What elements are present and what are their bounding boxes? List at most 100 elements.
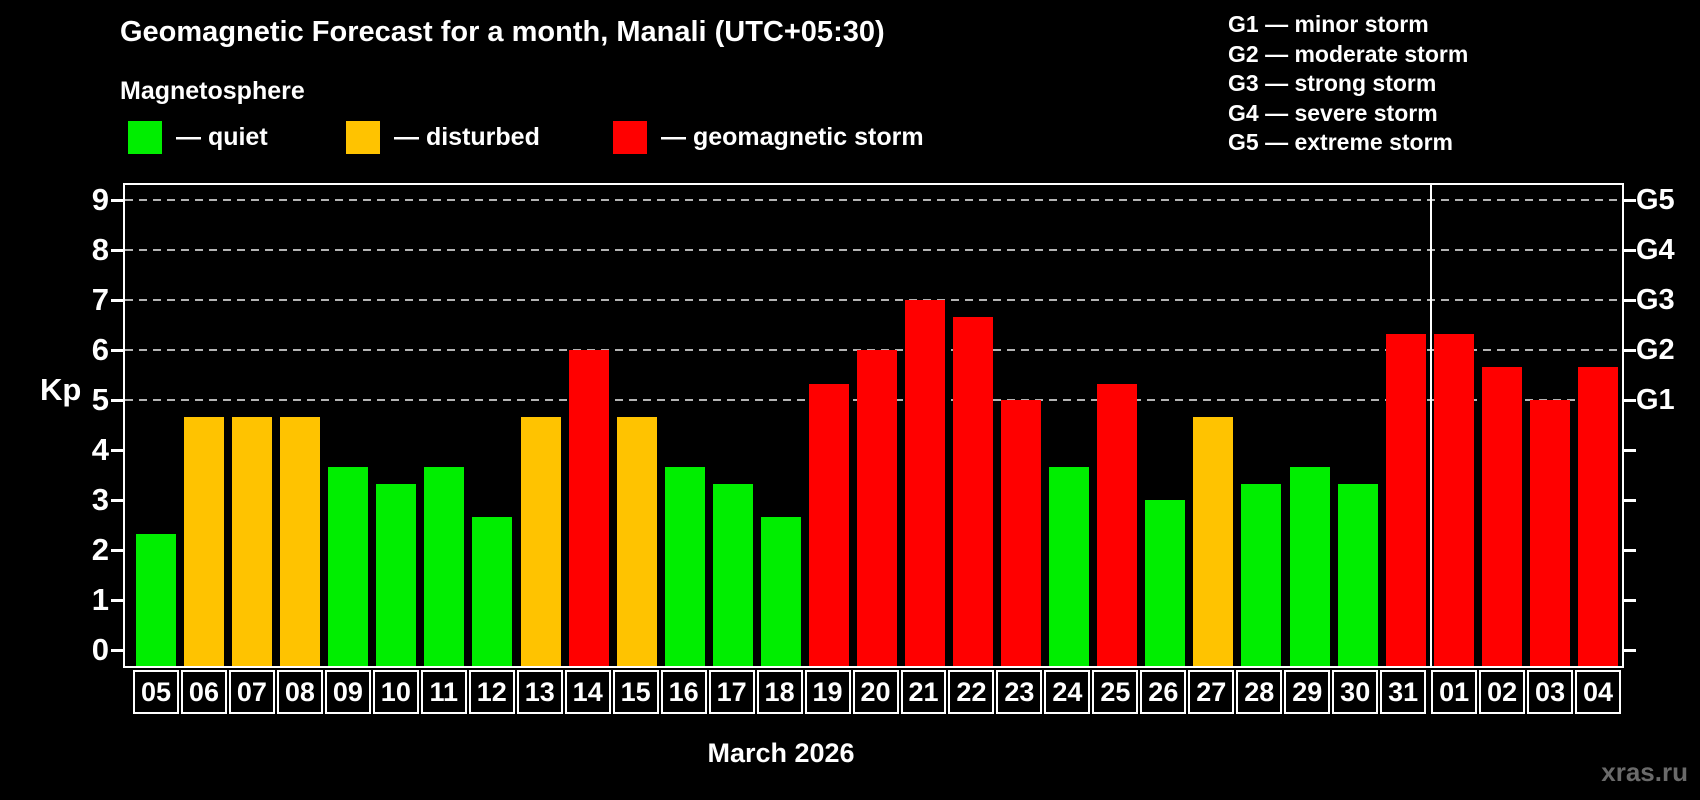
y-axis-tick-label: 0 [91, 632, 109, 667]
left-axis-tick [111, 598, 123, 602]
bar-slot [1430, 185, 1478, 666]
plot-area: 0 1 2 3 4 5 6 7 8 9 G1 G2 G3 G4 G5 [92, 182, 1675, 668]
kp-bar-16 [664, 466, 705, 666]
kp-bar-07 [232, 416, 273, 666]
gridline-kp7 [125, 299, 1622, 301]
bar-slot [1334, 185, 1382, 666]
magnetosphere-label: Magnetosphere [120, 77, 305, 105]
kp-bar-12 [472, 516, 513, 666]
kp-bar-11 [424, 466, 465, 666]
bar-slot [901, 185, 949, 666]
y-axis-tick-label: 4 [91, 432, 109, 467]
date-cell-06: 06 [180, 670, 227, 714]
kp-bar-20 [856, 350, 897, 666]
bar-slot [132, 185, 180, 666]
date-cell-24: 24 [1044, 670, 1091, 714]
quiet-color-swatch [128, 120, 162, 154]
kp-bar-21 [905, 300, 946, 666]
date-cell-23: 23 [996, 670, 1043, 714]
date-cell-25: 25 [1092, 670, 1139, 714]
bars-layer [132, 185, 1622, 666]
y-axis-tick-label: 8 [91, 232, 109, 267]
date-cell-29: 29 [1284, 670, 1331, 714]
bar-slot [1382, 185, 1430, 666]
date-cell-26: 26 [1140, 670, 1187, 714]
left-axis-tick [111, 398, 123, 402]
kp-bar-13 [520, 416, 561, 666]
right-axis-tick [1624, 448, 1636, 452]
right-axis-tick [1624, 498, 1636, 502]
kp-bar-06 [184, 416, 225, 666]
left-axis-tick [111, 548, 123, 552]
gridline-kp8 [125, 249, 1622, 251]
bar-slot [276, 185, 324, 666]
storm-scale-legend-line: G1 — minor storm [1228, 11, 1429, 37]
kp-bar-15 [616, 416, 657, 666]
kp-bar-30 [1337, 483, 1378, 666]
bar-slot [1286, 185, 1334, 666]
date-cell-15: 15 [612, 670, 659, 714]
right-axis-tick [1624, 598, 1636, 602]
date-cell-21: 21 [900, 670, 947, 714]
kp-bar-17 [712, 483, 753, 666]
storm-color-swatch [613, 120, 647, 154]
bar-slot [228, 185, 276, 666]
g-scale-label-g5: G5 [1636, 184, 1675, 216]
storm-scale-legend-line: G2 — moderate storm [1228, 40, 1469, 67]
kp-bar-08 [280, 416, 321, 666]
legend-label-storm: — geomagnetic storm [661, 122, 924, 151]
date-cell-31: 31 [1380, 670, 1427, 714]
bar-slot [1141, 185, 1189, 666]
right-axis-tick [1624, 648, 1636, 652]
page-title: Geomagnetic Forecast for a month, Manali… [120, 16, 885, 48]
kp-bar-10 [376, 483, 417, 666]
bar-slot [1189, 185, 1237, 666]
right-axis-tick [1624, 248, 1636, 252]
bar-slot [468, 185, 516, 666]
bar-slot [372, 185, 420, 666]
disturbed-color-swatch [346, 120, 380, 154]
bar-slot [1093, 185, 1141, 666]
date-cell-27: 27 [1188, 670, 1235, 714]
gridline-kp9 [125, 199, 1622, 201]
kp-bar-28 [1241, 483, 1282, 666]
right-axis-tick [1624, 198, 1636, 202]
kp-bar-05 [136, 533, 177, 666]
storm-scale-legend: G1 — minor storm G2 — moderate storm G3 — … [1228, 10, 1468, 158]
right-axis-tick [1624, 298, 1636, 302]
y-axis-tick-label: 9 [91, 182, 109, 217]
bar-slot [1574, 185, 1622, 666]
legend-item-storm: — geomagnetic storm [613, 119, 924, 155]
kp-bar-22 [953, 316, 994, 666]
kp-bar-09 [328, 466, 369, 666]
kp-bar-31 [1385, 333, 1426, 666]
watermark-link[interactable]: xras.ru [1601, 757, 1688, 787]
date-cell-28: 28 [1236, 670, 1283, 714]
bar-slot [1045, 185, 1093, 666]
legend-label-quiet: — quiet [176, 122, 268, 151]
date-cell-14: 14 [564, 670, 611, 714]
date-cell-07: 07 [228, 670, 275, 714]
date-cell-03: 03 [1527, 670, 1574, 714]
left-axis-tick [111, 648, 123, 652]
date-cell-20: 20 [852, 670, 899, 714]
bar-slot [661, 185, 709, 666]
month-separator-line [1429, 185, 1432, 666]
kp-bar-02 [1481, 366, 1522, 666]
date-cell-30: 30 [1332, 670, 1379, 714]
date-cell-09: 09 [324, 670, 371, 714]
right-axis-tick [1624, 548, 1636, 552]
kp-bar-24 [1049, 466, 1090, 666]
date-cell-16: 16 [660, 670, 707, 714]
y-axis-title: Kp [40, 372, 82, 407]
kp-bar-26 [1145, 500, 1186, 666]
y-axis-tick-label: 1 [91, 582, 109, 617]
right-axis-tick [1624, 348, 1636, 352]
kp-bar-25 [1097, 383, 1138, 666]
g-scale-label-g3: G3 [1636, 284, 1675, 316]
bar-slot [1237, 185, 1285, 666]
bar-slot [997, 185, 1045, 666]
legend-item-disturbed: — disturbed [346, 119, 540, 155]
g-scale-label-g1: G1 [1636, 384, 1675, 416]
bar-slot [1526, 185, 1574, 666]
